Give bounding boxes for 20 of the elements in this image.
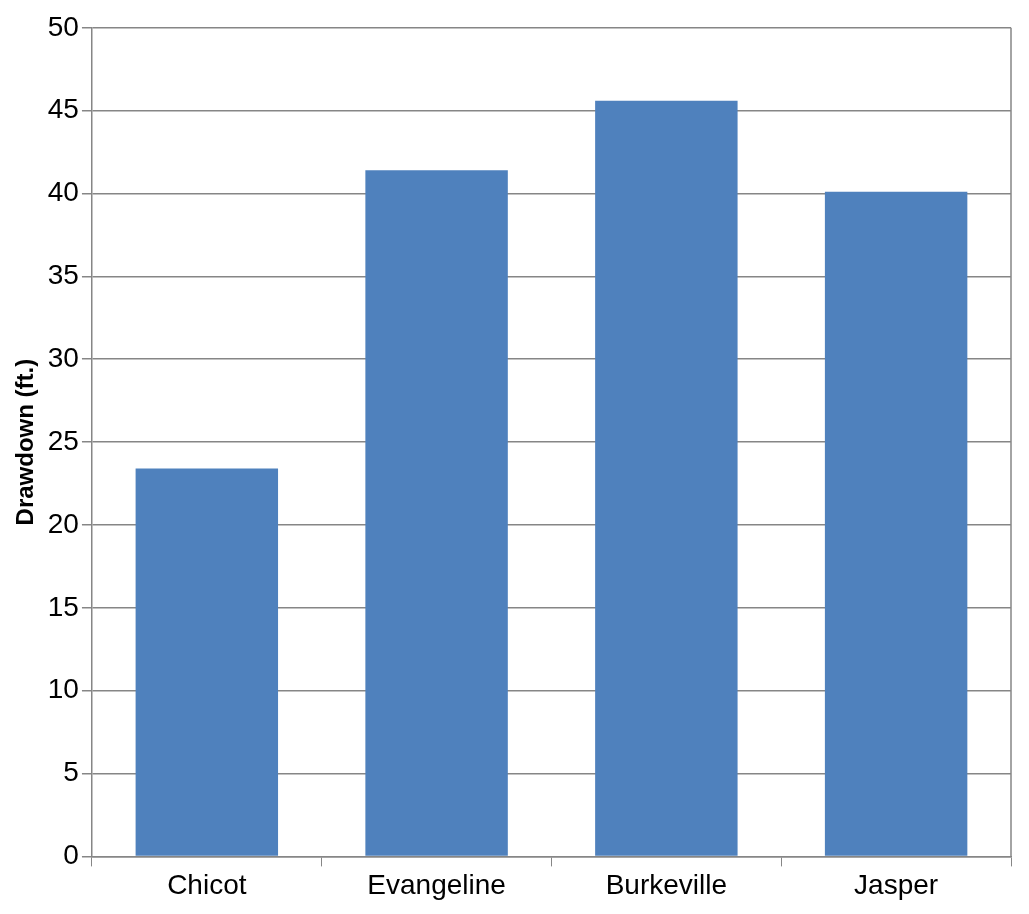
y-tick-label: 45	[47, 93, 79, 125]
y-tick-label: 35	[47, 259, 79, 291]
y-tick-label: 15	[47, 590, 79, 622]
x-tick-label: Evangeline	[367, 868, 506, 900]
y-tick-label: 20	[47, 507, 79, 539]
y-tick-label: 50	[47, 10, 79, 42]
y-tick-label: 30	[47, 341, 79, 373]
y-tick-label: 0	[63, 839, 79, 871]
bar	[135, 468, 279, 856]
bar	[824, 191, 968, 856]
bar	[365, 170, 508, 856]
x-tick-label: Burkeville	[605, 868, 728, 900]
bar	[595, 100, 738, 856]
x-tick-label: Jasper	[854, 868, 939, 900]
x-tick-label: Chicot	[167, 868, 247, 900]
y-tick-label: 10	[47, 673, 79, 705]
y-tick-label: 5	[63, 756, 79, 788]
y-tick-label: 40	[47, 176, 79, 208]
y-tick-label: 25	[47, 424, 79, 456]
y-axis-title: Drawdown (ft.)	[11, 358, 39, 526]
